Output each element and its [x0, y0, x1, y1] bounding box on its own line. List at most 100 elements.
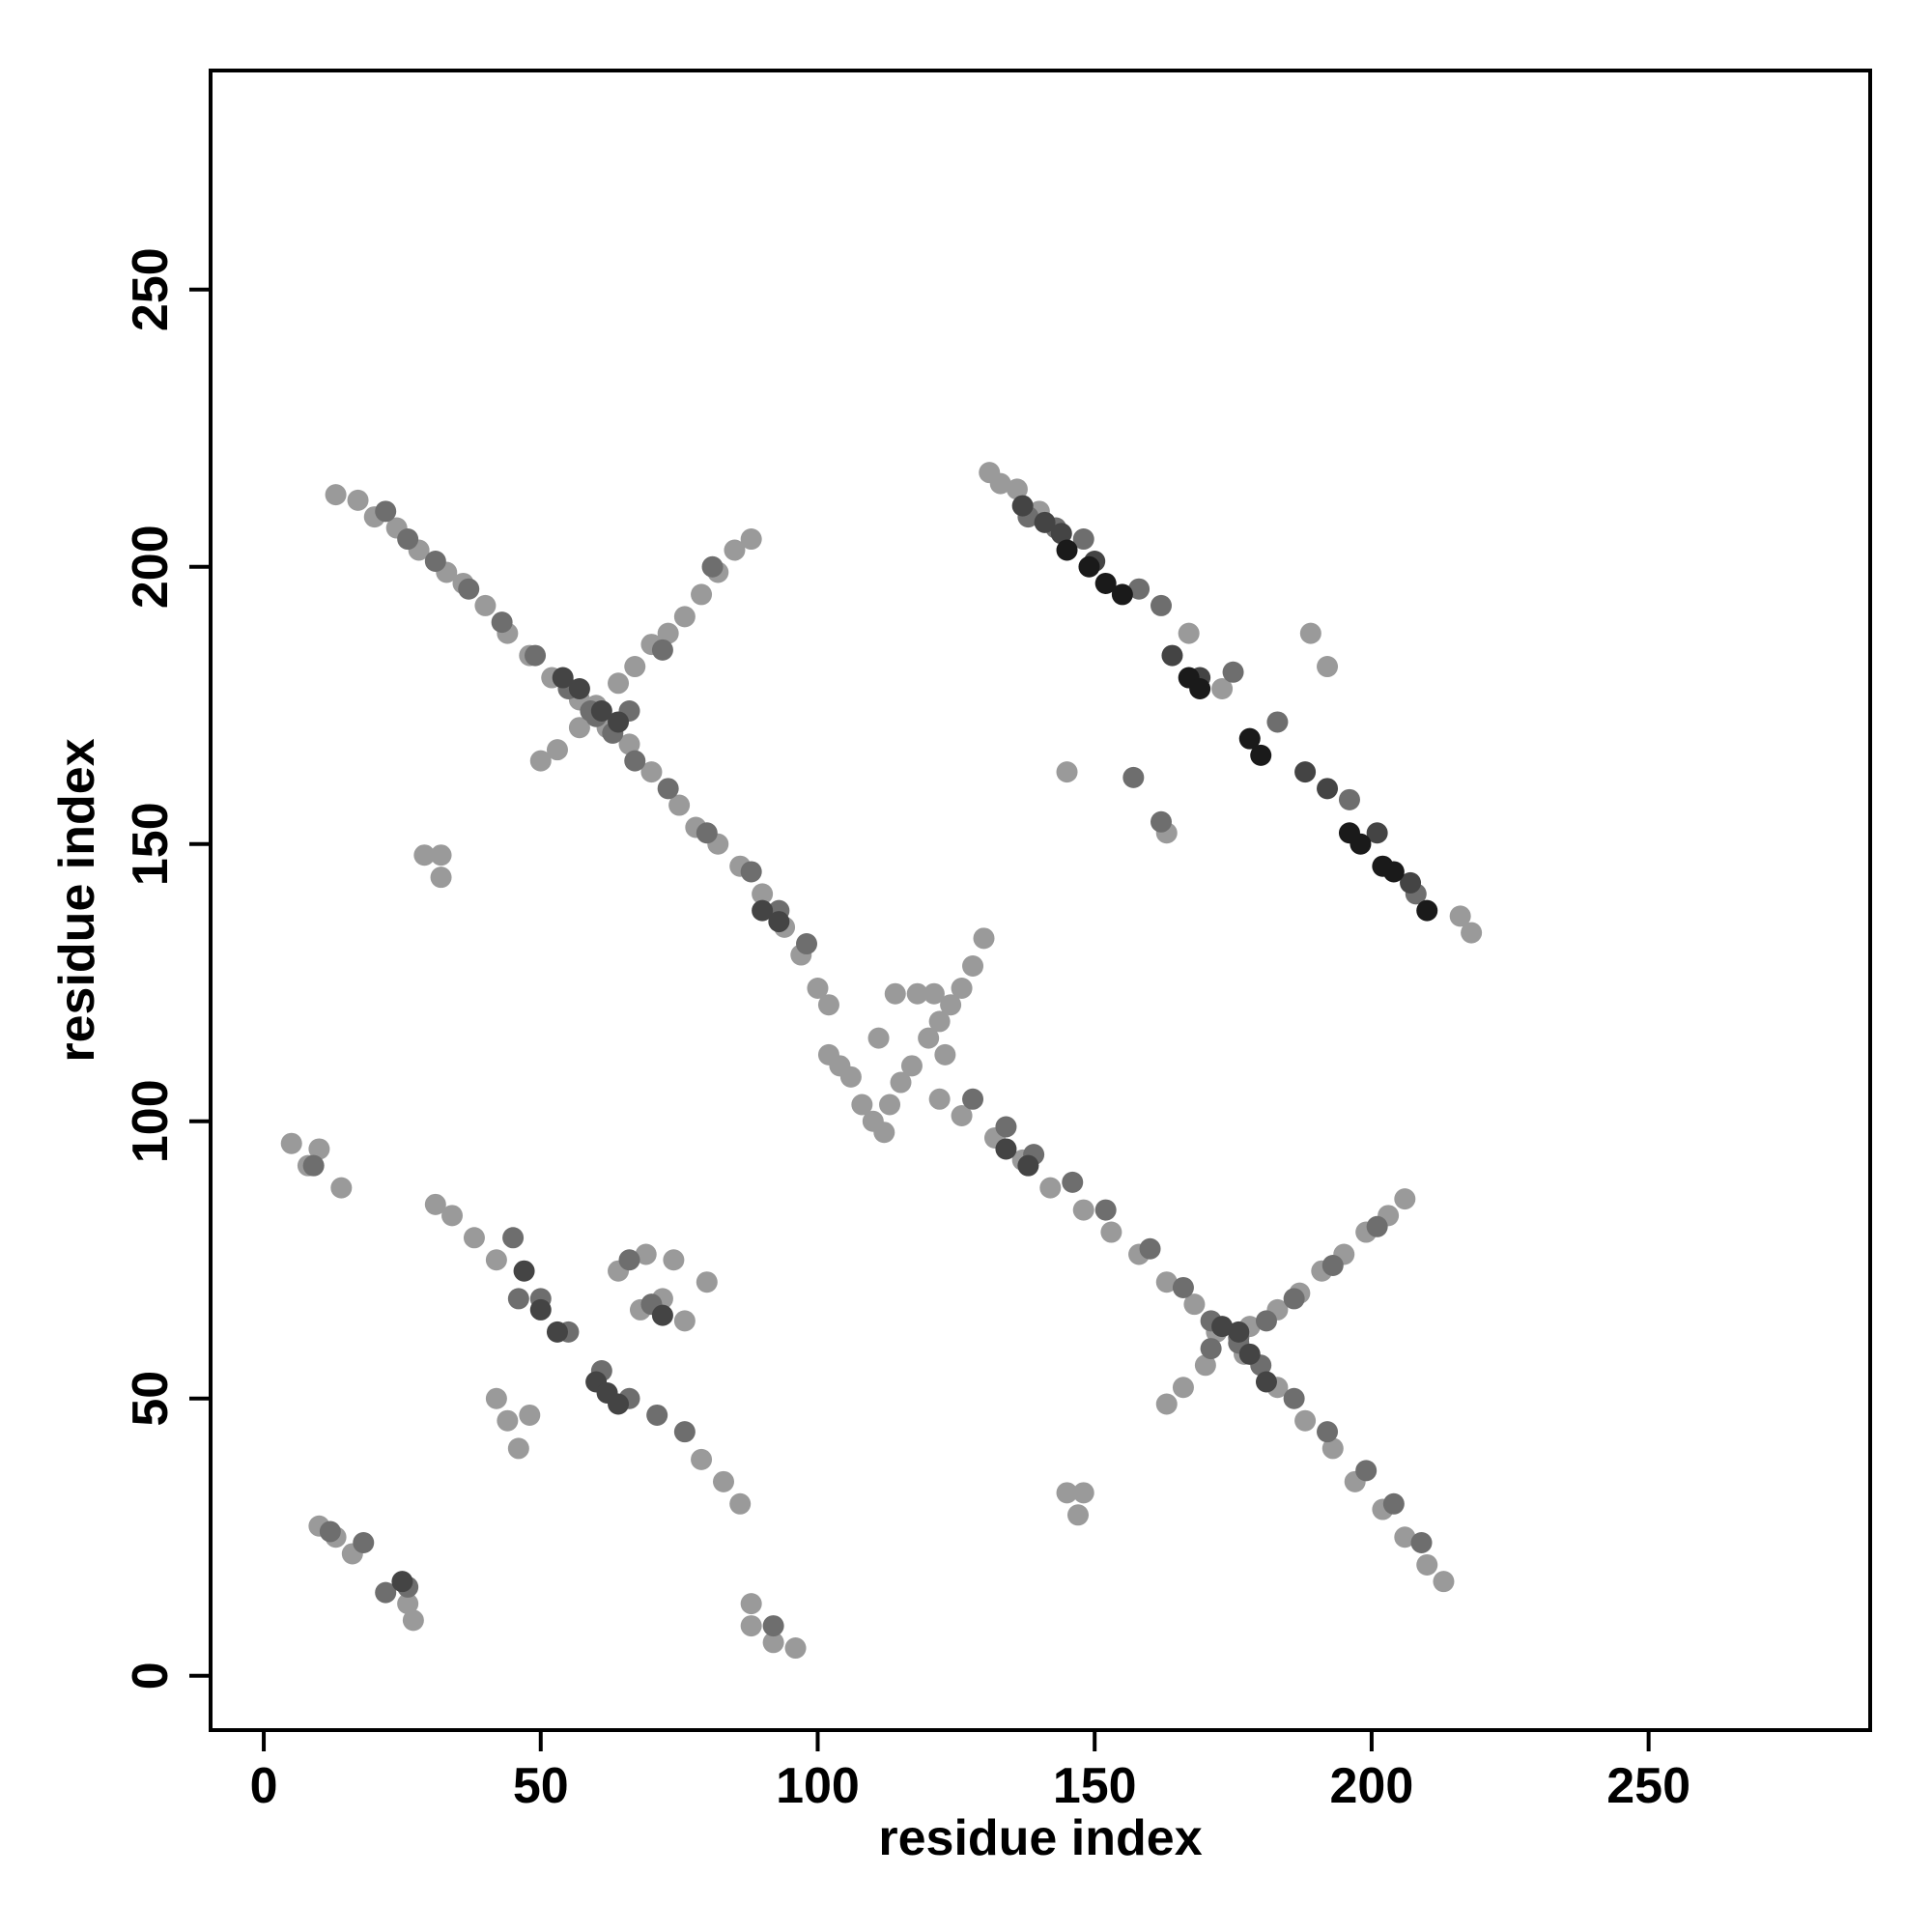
point	[724, 539, 746, 561]
point	[1394, 1188, 1416, 1210]
point	[673, 606, 696, 628]
point	[940, 994, 962, 1016]
point	[817, 994, 839, 1016]
x-tick-label: 200	[1330, 1758, 1414, 1814]
point	[441, 1205, 464, 1227]
point	[568, 678, 590, 700]
point	[552, 667, 574, 689]
point	[1078, 555, 1100, 578]
point	[951, 977, 973, 999]
point	[1128, 578, 1151, 600]
point	[624, 750, 646, 772]
point	[663, 1249, 685, 1271]
point	[1317, 778, 1339, 800]
point	[651, 639, 673, 661]
point	[973, 927, 995, 950]
point	[1416, 1553, 1438, 1576]
point	[1155, 1393, 1178, 1415]
point	[502, 1227, 525, 1249]
point	[1317, 1421, 1339, 1443]
point	[1172, 1276, 1194, 1298]
point	[1294, 1409, 1317, 1432]
point	[1178, 622, 1200, 644]
point	[1238, 1343, 1261, 1365]
point	[485, 1249, 507, 1271]
point	[608, 711, 630, 733]
point	[762, 1615, 784, 1637]
point	[1066, 1504, 1089, 1526]
point	[1072, 1482, 1094, 1504]
point	[330, 1177, 353, 1199]
point	[1151, 594, 1173, 616]
point	[691, 583, 713, 606]
point	[1039, 1177, 1062, 1199]
point	[1283, 1288, 1305, 1310]
point	[1200, 1338, 1222, 1360]
x-tick-label: 50	[513, 1758, 569, 1814]
point	[1050, 523, 1072, 545]
point	[928, 1010, 951, 1033]
point	[729, 1492, 752, 1515]
point	[762, 1632, 784, 1654]
point	[918, 1027, 940, 1049]
point	[1034, 511, 1056, 533]
point	[640, 761, 663, 783]
point	[839, 1065, 862, 1088]
point	[458, 578, 480, 600]
point	[1006, 478, 1028, 500]
point	[740, 1615, 762, 1637]
point	[568, 717, 590, 739]
point	[1094, 572, 1117, 594]
point	[1211, 1316, 1234, 1338]
point	[507, 1288, 529, 1310]
point	[507, 1437, 529, 1460]
point	[740, 528, 762, 551]
y-tick-label: 50	[123, 1371, 179, 1427]
point	[519, 1404, 541, 1426]
point	[989, 472, 1011, 495]
point	[1299, 622, 1321, 644]
point	[696, 822, 718, 844]
point	[752, 899, 774, 922]
point	[546, 1321, 568, 1343]
x-axis-label: residue index	[878, 1810, 1202, 1866]
point	[646, 1404, 668, 1426]
point	[1382, 861, 1405, 883]
point	[906, 982, 928, 1005]
point	[424, 1193, 446, 1215]
point	[525, 644, 547, 667]
point	[1155, 1271, 1178, 1293]
point	[807, 977, 829, 999]
point	[934, 1043, 956, 1065]
point	[1366, 822, 1388, 844]
y-tick-label: 150	[123, 802, 179, 886]
point	[1056, 1482, 1078, 1504]
point	[740, 1593, 762, 1615]
point	[1449, 905, 1471, 927]
point	[413, 844, 436, 867]
point	[951, 1105, 973, 1127]
point	[1111, 583, 1133, 606]
point	[1094, 1199, 1117, 1221]
point	[1366, 1215, 1388, 1237]
point	[430, 844, 452, 867]
point	[513, 1260, 535, 1282]
plot-frame	[209, 69, 1872, 1732]
point	[752, 883, 774, 905]
point	[1400, 871, 1422, 894]
point	[608, 1393, 630, 1415]
point	[1394, 1526, 1416, 1548]
point	[890, 1071, 912, 1094]
point	[1317, 656, 1339, 678]
point	[375, 1581, 397, 1604]
point	[1211, 678, 1234, 700]
point	[701, 555, 724, 578]
point	[1194, 1354, 1216, 1377]
point	[995, 1138, 1017, 1160]
y-axis-label: residue index	[49, 738, 105, 1062]
point	[319, 1520, 341, 1543]
point	[1056, 761, 1078, 783]
point	[962, 1088, 984, 1110]
x-tick-label: 150	[1053, 1758, 1137, 1814]
